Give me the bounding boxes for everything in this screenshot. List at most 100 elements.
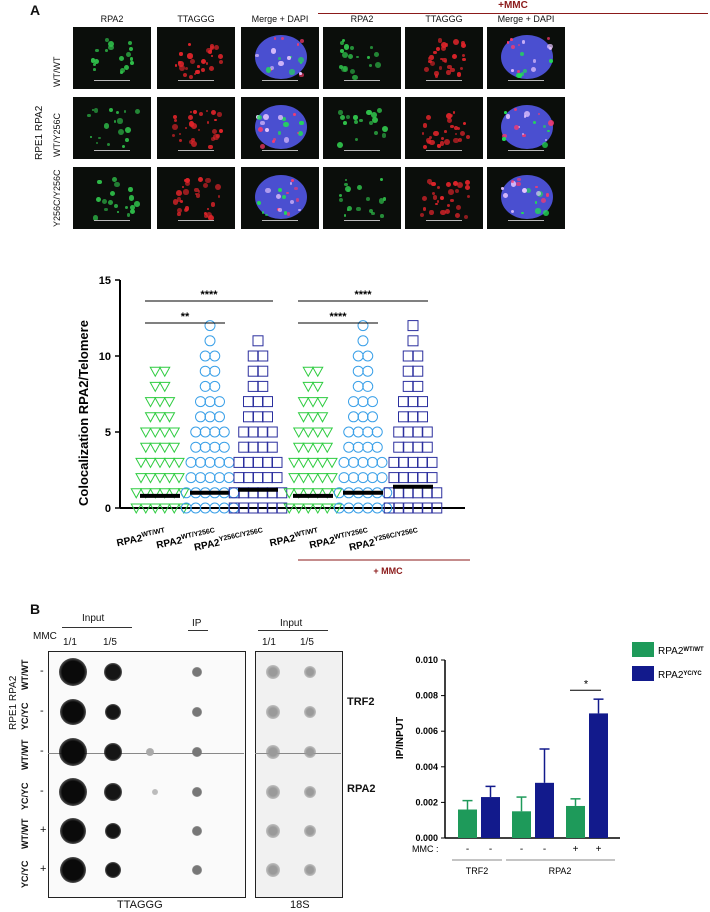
scatter-point-g1-v2-0 bbox=[185, 472, 197, 484]
scatter-point-g1-v5-0 bbox=[190, 426, 202, 438]
blot18s-dot-r3-1 bbox=[304, 786, 316, 798]
scatter-point-g4-v10-0 bbox=[352, 350, 364, 362]
scatter-point-g4-v4-3 bbox=[371, 441, 383, 453]
blot-dot-r3-0 bbox=[59, 778, 87, 806]
scatter-xtick-label-0: RPA2WT/WT bbox=[116, 527, 168, 549]
scatter-point-g2-v2-4 bbox=[271, 472, 283, 484]
blot-dot-r2-0 bbox=[59, 738, 87, 766]
scatter-point-g5-v7-1 bbox=[407, 396, 419, 408]
bar-mmc-sign-1-0: - bbox=[489, 844, 492, 855]
scatter-point-g5-v2-4 bbox=[426, 472, 438, 484]
column-header-3: RPA2 bbox=[350, 14, 374, 24]
scatter-point-g3-v2-4 bbox=[326, 473, 338, 484]
bar-ytick-label-5: 0.010 bbox=[415, 655, 438, 665]
scatter-point-g3-v1-2 bbox=[302, 488, 315, 499]
scatter-point-g2-v9-0 bbox=[247, 365, 259, 377]
scatter-y-axis-label: Colocalization RPA2/Telomere bbox=[76, 320, 91, 506]
micrograph-cell-r1-c1 bbox=[157, 97, 235, 159]
scatter-point-g5-v5-1 bbox=[402, 426, 414, 438]
bar-legend-swatch-0 bbox=[632, 642, 654, 657]
scatter-point-g3-v0-4 bbox=[321, 503, 334, 515]
scatter-point-g4-v5-2 bbox=[362, 426, 374, 438]
scatter-point-g4-v7-0 bbox=[348, 396, 359, 408]
micrograph-cell-r2-c5 bbox=[487, 167, 565, 229]
bar-0-0 bbox=[458, 809, 477, 838]
scatter-point-g4-v4-1 bbox=[352, 441, 364, 453]
blot-row-genotype-2: WT/WT bbox=[20, 739, 30, 771]
input2-underline bbox=[258, 630, 328, 631]
bar-category-label-0: TRF2 bbox=[466, 866, 489, 876]
ip-input-bar-chart: 0.000 0.002 0.004 0.006 0.008 0.010 - - - - + + MMC … bbox=[395, 642, 704, 876]
blot-dot-r5-0 bbox=[60, 857, 86, 883]
bar-y-axis-label: IP/INPUT bbox=[395, 717, 406, 759]
blot18s-dot-r2-1 bbox=[304, 746, 316, 758]
scatter-point-g3-v0-3 bbox=[311, 503, 324, 515]
scatter-point-g4-v7-1 bbox=[357, 396, 369, 408]
scatter-point-g1-v9-1 bbox=[209, 365, 221, 377]
scatter-point-g5-v2-1 bbox=[398, 472, 409, 484]
scatter-ytick-label-3: 15 bbox=[99, 275, 111, 287]
scatter-point-g3-v5-1 bbox=[302, 427, 315, 439]
scatter-point-g5-v2-0 bbox=[388, 472, 400, 484]
micrograph-cell-r2-c2 bbox=[241, 167, 319, 229]
scatter-point-g3-v1-1 bbox=[292, 488, 305, 499]
scatter-point-g5-v3-1 bbox=[398, 456, 409, 468]
scatter-point-g1-v10-0 bbox=[199, 350, 211, 362]
mmc-header: +MMC bbox=[498, 0, 528, 11]
scatter-point-g0-v0-3 bbox=[158, 503, 171, 515]
scatter-point-g1-v4-3 bbox=[218, 441, 230, 453]
scatter-sig-label-1: **** bbox=[200, 289, 218, 301]
scatter-point-g4-v2-4 bbox=[376, 472, 388, 484]
scatter-point-g1-v2-2 bbox=[204, 472, 216, 484]
scatter-point-g4-v12-0 bbox=[357, 320, 369, 332]
bar-0-1 bbox=[512, 811, 531, 838]
scatter-point-g5-v4-2 bbox=[412, 441, 424, 453]
scatter-point-g1-v6-0 bbox=[195, 411, 206, 423]
micrograph-cell-r2-c3 bbox=[323, 167, 401, 229]
scatter-point-g2-v6-1 bbox=[252, 411, 264, 423]
scatter-point-g2-v3-2 bbox=[252, 456, 264, 468]
scatter-point-g5-v12-0 bbox=[407, 320, 419, 332]
rpa2-label: RPA2 bbox=[347, 783, 376, 795]
scatter-point-g0-v3-3 bbox=[163, 457, 176, 469]
scatter-point-g2-v5-0 bbox=[238, 426, 250, 438]
18s-probe-label: 18S bbox=[290, 899, 310, 911]
input-label: Input bbox=[82, 613, 105, 624]
blot18s-dot-r3-0 bbox=[266, 785, 280, 799]
micrograph-cell-r1-c4 bbox=[405, 97, 483, 159]
ttaggg-probe-label: TTAGGG bbox=[117, 899, 163, 911]
scatter-point-g4-v2-1 bbox=[348, 472, 359, 484]
scatter-xtick-label-3: RPA2WT/WT bbox=[269, 527, 321, 549]
blot18s-dot-r1-1 bbox=[304, 706, 316, 718]
blot18s-dot-r4-0 bbox=[266, 824, 280, 838]
blot-dot-r1-1 bbox=[105, 704, 121, 720]
blot-row-mmc-1: - bbox=[40, 705, 44, 717]
bar-legend-swatch-1 bbox=[632, 666, 654, 681]
scatter-point-g4-v1-5 bbox=[381, 487, 393, 499]
scatter-point-g2-v2-3 bbox=[262, 472, 273, 484]
scatter-point-g5-v1-5 bbox=[431, 487, 443, 499]
panel-a-side-label: RPE1 RPA2 bbox=[34, 105, 45, 160]
scatter-point-g5-v10-1 bbox=[412, 350, 424, 362]
scatter-point-g5-v5-0 bbox=[393, 426, 405, 438]
scatter-point-g3-v7-2 bbox=[316, 397, 329, 408]
scatter-point-g5-v1-0 bbox=[383, 487, 395, 499]
bar-legend-label-1: RPA2YC/YC bbox=[658, 670, 702, 681]
scatter-sig-label-3: **** bbox=[354, 289, 372, 301]
scatter-point-g1-v4-0 bbox=[190, 441, 202, 453]
scatter-point-g4-v3-3 bbox=[367, 456, 378, 468]
scatter-point-g4-v5-0 bbox=[343, 426, 355, 438]
scatter-ytick-label-2: 10 bbox=[99, 351, 111, 363]
scatter-point-g4-v2-3 bbox=[367, 472, 378, 484]
scatter-point-g3-v7-0 bbox=[297, 397, 310, 408]
bar-1-1 bbox=[535, 782, 554, 838]
scatter-point-g0-v8-0 bbox=[149, 381, 162, 393]
scatter-point-g4-v3-2 bbox=[357, 456, 369, 468]
scatter-ytick-label-0: 0 bbox=[105, 503, 111, 515]
scatter-point-g0-v5-3 bbox=[168, 427, 181, 439]
micrograph-cell-r2-c4 bbox=[405, 167, 483, 229]
scatter-point-g0-v2-0 bbox=[135, 473, 147, 484]
scatter-point-g2-v9-1 bbox=[257, 365, 269, 377]
scatter-point-g0-v2-4 bbox=[173, 473, 185, 484]
scatter-point-g2-v2-1 bbox=[243, 472, 254, 484]
